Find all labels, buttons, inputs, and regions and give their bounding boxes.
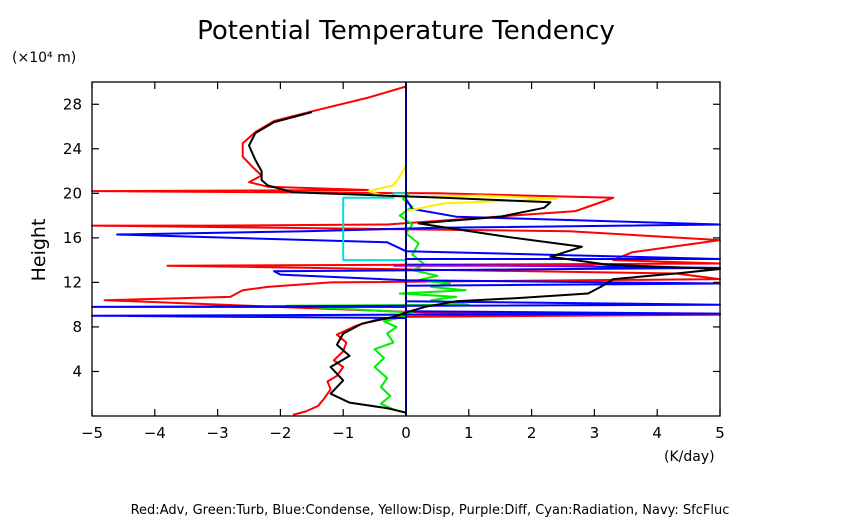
x-tick-label: 3 — [590, 424, 600, 442]
y-tick-label: 28 — [63, 95, 82, 113]
x-tick-label: 1 — [464, 424, 474, 442]
y-tick-label: 8 — [72, 318, 82, 336]
x-tick-label: 5 — [715, 424, 725, 442]
y-tick-label: 24 — [63, 140, 82, 158]
x-unit-label: (K/day) — [664, 449, 715, 465]
y-tick-label: 12 — [63, 273, 82, 291]
legend-text: Red:Adv, Green:Turb, Blue:Condense, Yell… — [131, 503, 730, 518]
series-line-disp — [367, 154, 558, 213]
x-tick-label: −2 — [269, 424, 291, 442]
x-tick-label: −1 — [332, 424, 354, 442]
y-tick-label: 4 — [72, 362, 82, 380]
x-tick-label: −4 — [144, 424, 166, 442]
y-axis-label: Height — [28, 219, 50, 282]
y-unit-label: (×10⁴ m) — [12, 50, 76, 66]
x-tick-label: 2 — [527, 424, 537, 442]
y-tick-label: 20 — [63, 184, 82, 202]
x-tick-label: −5 — [81, 424, 103, 442]
x-tick-label: 0 — [401, 424, 411, 442]
x-tick-label: −3 — [207, 424, 229, 442]
series-line-unlabeled-7 — [248, 111, 721, 414]
series-line-radiation — [342, 192, 406, 262]
x-tick-label: 4 — [652, 424, 662, 442]
chart-title: Potential Temperature Tendency — [197, 16, 615, 46]
series-layer — [91, 82, 721, 416]
y-tick-label: 16 — [63, 229, 82, 247]
series-line-turb — [285, 192, 470, 414]
